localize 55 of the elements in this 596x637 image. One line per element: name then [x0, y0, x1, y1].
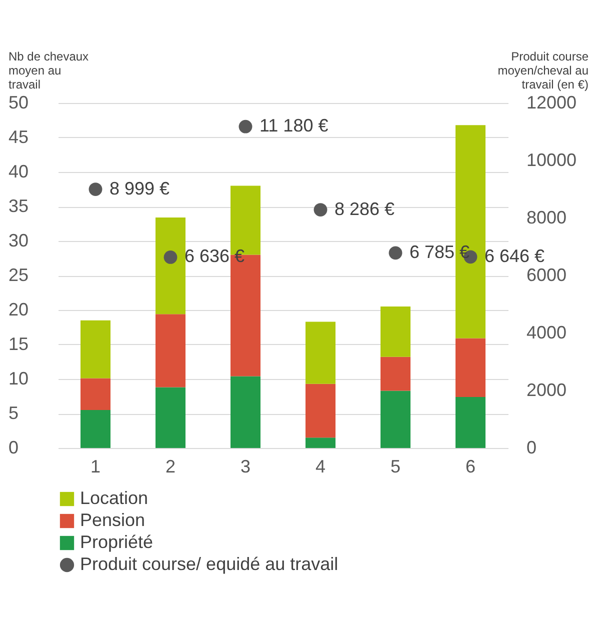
y2-tick-label: 10000: [526, 150, 577, 170]
y2-axis-title: Produit course moyen/cheval au travail (en €): [498, 50, 589, 92]
x-tick-label: 6: [465, 456, 476, 476]
y-tick-label: 30: [8, 230, 29, 250]
legend-label: Location: [80, 488, 148, 508]
bar: [456, 396, 486, 448]
y-axis-title: Nb de chevaux moyen au travail: [8, 50, 89, 92]
y-tick-label: 0: [8, 438, 19, 458]
point: [388, 246, 402, 260]
y-tick-label: 45: [8, 127, 29, 147]
point: [164, 250, 178, 264]
y2-tick-label: 4000: [526, 322, 567, 342]
y-tick-label: 40: [8, 162, 29, 182]
bar: [306, 322, 336, 384]
point: [238, 120, 252, 134]
data-label: 6 785 €: [410, 242, 470, 262]
y-tick-label: 15: [8, 334, 29, 354]
x-tick-label: 4: [315, 456, 326, 476]
x-tick-label: 5: [390, 456, 401, 476]
point: [314, 203, 328, 216]
y-tick-label: 50: [8, 92, 29, 112]
bar: [230, 376, 260, 448]
y2-tick-label: 12000: [526, 92, 577, 112]
legend-label: Propriété: [80, 532, 154, 552]
bar: [456, 338, 486, 397]
data-label: 8 999 €: [110, 178, 170, 198]
bar: [156, 314, 186, 388]
x-tick-label: 1: [90, 456, 101, 476]
bar: [156, 387, 186, 448]
y2-tick-label: 0: [526, 438, 537, 458]
bar: [380, 390, 410, 448]
bar: [306, 438, 336, 448]
legend-label: Produit course/ equidé au travail: [80, 554, 338, 574]
bar: [380, 356, 410, 391]
data-label: 11 180 €: [260, 116, 328, 136]
bar: [80, 378, 110, 410]
y-tick-label: 5: [8, 403, 19, 423]
point: [88, 182, 102, 196]
legend-label: Pension: [80, 510, 146, 530]
y-tick-label: 10: [8, 368, 29, 388]
data-label: 8 286 €: [334, 198, 395, 219]
y2-tick-label: 8000: [526, 208, 567, 228]
bar: [306, 384, 336, 438]
bar: [380, 306, 410, 357]
x-tick-label: 2: [165, 456, 176, 476]
bar: [456, 125, 486, 338]
y2-tick-label: 2000: [526, 380, 567, 400]
y-tick-label: 20: [8, 300, 29, 320]
bar: [156, 218, 186, 314]
y2-tick-label: 6000: [526, 265, 567, 285]
y-tick-label: 35: [8, 196, 29, 216]
bar: [80, 320, 110, 378]
bar: [80, 410, 110, 448]
x-tick-label: 3: [240, 456, 251, 476]
y-tick-label: 25: [8, 265, 29, 285]
